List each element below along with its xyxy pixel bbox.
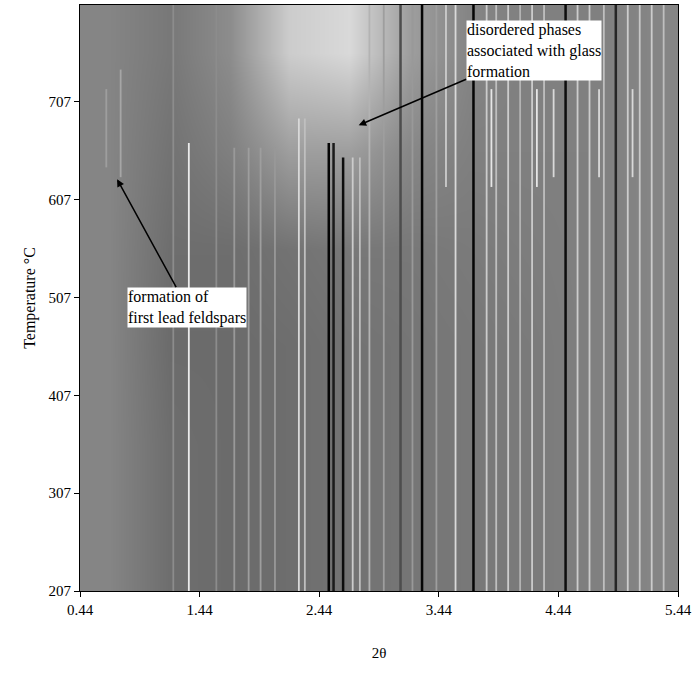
svg-text:307: 307 — [49, 485, 72, 501]
svg-text:2.44: 2.44 — [306, 602, 333, 618]
svg-text:707: 707 — [49, 94, 72, 110]
svg-text:607: 607 — [49, 192, 72, 208]
svg-text:4.44: 4.44 — [545, 602, 572, 618]
svg-text:5.44: 5.44 — [665, 602, 692, 618]
svg-text:0.44: 0.44 — [67, 602, 94, 618]
svg-text:Temperature °C: Temperature °C — [21, 247, 39, 349]
svg-text:2θ: 2θ — [372, 645, 387, 661]
svg-text:disordered phasesassociated wi: disordered phasesassociated with glassfo… — [467, 21, 601, 80]
svg-text:formation offirst lead feldspa: formation offirst lead feldspars — [128, 288, 246, 327]
svg-text:3.44: 3.44 — [426, 602, 453, 618]
svg-text:507: 507 — [49, 290, 72, 306]
svg-text:1.44: 1.44 — [186, 602, 213, 618]
svg-text:207: 207 — [49, 583, 72, 599]
svg-text:407: 407 — [49, 388, 72, 404]
